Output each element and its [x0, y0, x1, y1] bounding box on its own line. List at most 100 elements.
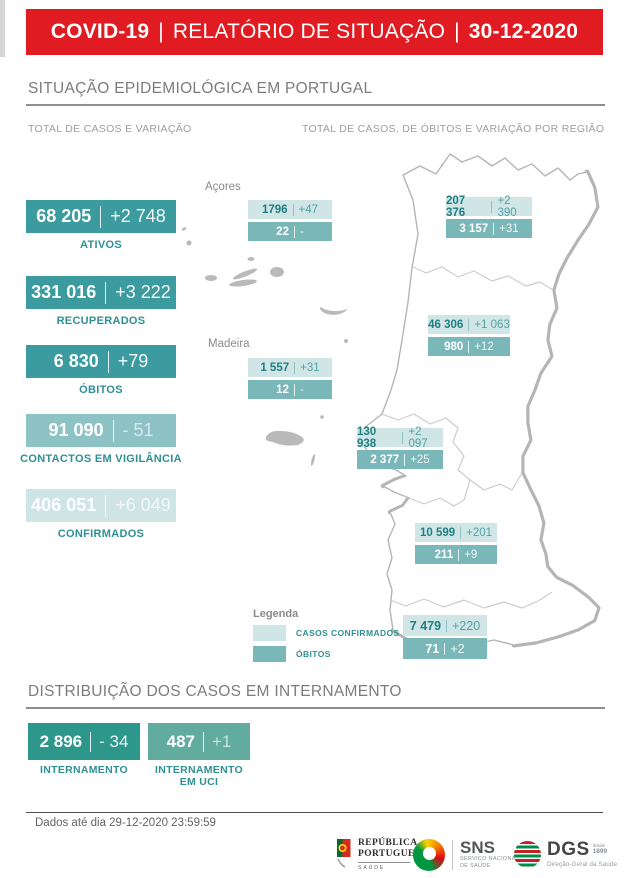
centro-deaths-row: 980 +12 [428, 337, 510, 356]
legend-item-confirmed: CASOS CONFIRMADOS [253, 625, 413, 641]
divider [493, 222, 495, 235]
divider [294, 361, 296, 374]
divider [468, 318, 470, 331]
stat-box-internamento: 2 896 - 34 [28, 723, 140, 760]
algarve-deaths-row: 71 +2 [403, 638, 487, 659]
uci-variation: +1 [211, 731, 232, 751]
deaths-variation: +25 [410, 453, 430, 466]
deaths-variation: +2 [450, 641, 465, 656]
ativos-variation: +2 748 [110, 206, 166, 226]
acores-confirmed-row: 1796 +47 [248, 200, 332, 219]
stat-label-contactos: CONTACTOS EM VIGILÂNCIA [20, 453, 182, 465]
confirmed-value: 1796 [261, 203, 288, 216]
banner-product: COVID-19 [50, 20, 150, 43]
norte-confirmed-row: 207 376 +2 390 [446, 194, 532, 219]
section-title-hospital: DISTRIBUIÇÃO DOS CASOS EM INTERNAMENTO [26, 683, 605, 709]
region-stats-algarve: 7 479 +220 71 +2 [403, 615, 487, 661]
dgs-logo: DGS desde 1899 Direção-Geral da Saúde [514, 840, 617, 868]
region-stats-centro: 46 306 +1 063 980 +12 [428, 315, 510, 359]
sns-divider [452, 840, 453, 870]
divider [402, 431, 404, 444]
dgs-globe-icon [514, 841, 541, 868]
deaths-value: 3 157 [459, 222, 489, 235]
acores-label: Açores [205, 181, 241, 193]
confirmed-variation: +220 [452, 618, 481, 633]
deaths-value: 211 [434, 548, 454, 561]
left-column-header: TOTAL DE CASOS E VARIAÇÃO [28, 123, 192, 135]
stat-label-internamento: INTERNAMENTO [40, 764, 128, 776]
divider [491, 200, 493, 213]
section-title-epidemiology: SITUAÇÃO EPIDEMIOLÓGICA EM PORTUGAL [26, 80, 605, 106]
internamento-variation: - 34 [99, 731, 129, 751]
ativos-value: 68 205 [36, 206, 92, 226]
stat-label-confirmados: CONFIRMADOS [57, 528, 145, 540]
deaths-value: 22 [276, 225, 289, 238]
republica-line1: REPÚBLICA [358, 838, 418, 848]
deaths-variation: +9 [464, 548, 478, 561]
divider [444, 642, 446, 655]
madeira-deaths-row: 12 - [248, 380, 332, 399]
madeira-islands [265, 415, 324, 466]
madeira-confirmed-row: 1 557 +31 [248, 358, 332, 377]
confirmed-value: 1 557 [260, 361, 290, 374]
legend-title: Legenda [253, 608, 299, 620]
stat-label-internamento-uci: INTERNAMENTO EM UCI [148, 764, 250, 788]
divider [100, 205, 102, 228]
portugal-flag-icon [337, 839, 351, 868]
confirmed-value: 46 306 [428, 318, 464, 331]
divider [460, 526, 462, 539]
deaths-value: 980 [444, 340, 464, 353]
sns-logo: SNS SERVIÇO NACIONAL DE SAÚDE [413, 839, 519, 871]
dgs-since-word: desde [592, 843, 605, 848]
republica-sub: SAÚDE [358, 865, 386, 871]
contactos-variation: - 51 [122, 420, 154, 440]
region-stats-alentejo: 10 599 +201 211 +9 [415, 523, 497, 567]
dgs-since-year: 1899 [592, 848, 608, 855]
divider [293, 383, 295, 396]
confirmados-value: 406 051 [31, 495, 97, 515]
divider [468, 340, 470, 353]
sns-name: SNS [460, 838, 495, 857]
deaths-variation: +12 [474, 340, 494, 353]
report-title-banner: COVID-19 | RELATÓRIO DE SITUAÇÃO | 30-12… [26, 9, 603, 55]
madeira-label: Madeira [208, 338, 250, 350]
deaths-variation: - [299, 225, 304, 238]
region-stats-madeira: 1 557 +31 12 - [248, 358, 332, 402]
deaths-value: 2 377 [370, 453, 400, 466]
confirmados-variation: +6 049 [115, 495, 171, 515]
confirmed-color-swatch [253, 625, 286, 641]
divider [105, 281, 107, 304]
internamento-value: 2 896 [39, 731, 83, 751]
divider [105, 494, 107, 517]
data-cutoff-note: Dados até dia 29-12-2020 23:59:59 [35, 817, 216, 829]
algarve-confirmed-row: 7 479 +220 [403, 615, 487, 636]
confirmed-value: 7 479 [409, 618, 442, 633]
stat-box-recuperados: 331 016 +3 222 [26, 276, 176, 309]
recuperados-variation: +3 222 [115, 282, 171, 302]
obitos-value: 6 830 [53, 351, 99, 371]
confirmed-variation: +31 [300, 361, 320, 374]
stat-label-ativos: ATIVOS [80, 239, 122, 251]
mainland-outline [357, 153, 599, 646]
divider [202, 731, 204, 752]
alentejo-confirmed-row: 10 599 +201 [415, 523, 497, 542]
acores-deaths-row: 22 - [248, 222, 332, 241]
uci-value: 487 [166, 731, 195, 751]
recuperados-value: 331 016 [31, 282, 97, 302]
lvt-confirmed-row: 130 938 +2 097 [357, 426, 443, 450]
banner-separator: | [158, 20, 164, 43]
norte-deaths-row: 3 157 +31 [446, 219, 532, 238]
divider [107, 350, 109, 373]
legend-confirmed-label: CASOS CONFIRMADOS [296, 628, 400, 638]
map-legend: Legenda CASOS CONFIRMADOS ÓBITOS [253, 608, 413, 662]
republica-portuguesa-logo: REPÚBLICA PORTUGUESA SAÚDE [336, 838, 428, 871]
legend-deaths-label: ÓBITOS [296, 649, 331, 659]
republica-rule [358, 862, 410, 863]
uci-label-line2: EM UCI [179, 776, 219, 788]
deaths-color-swatch [253, 646, 286, 662]
obitos-variation: +79 [117, 351, 149, 371]
divider [293, 225, 295, 238]
confirmed-variation: +2 390 [497, 194, 517, 219]
region-stats-lisboa-vale-tejo: 130 938 +2 097 2 377 +25 [357, 426, 443, 472]
divider [458, 548, 460, 561]
